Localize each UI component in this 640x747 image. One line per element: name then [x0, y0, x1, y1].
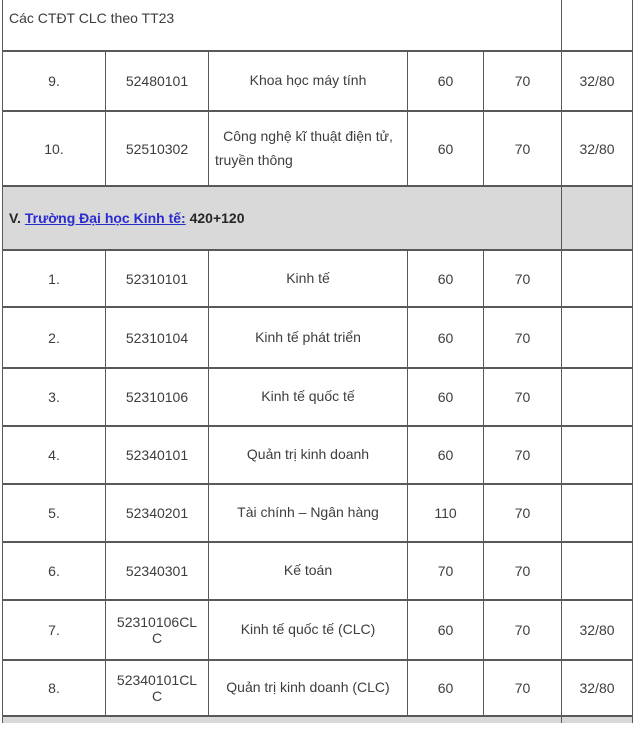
cell-name: Kinh tế quốc tế (CLC)	[208, 599, 408, 661]
table-row: 10. 52510302 Công nghệ kĩ thuật điện tử,…	[2, 110, 634, 187]
cell-name: Kinh tế quốc tế	[208, 367, 408, 427]
cell-name: Quản trị kinh doanh (CLC)	[208, 659, 408, 717]
cell-no: 3.	[2, 367, 106, 427]
cell-no: 5.	[2, 483, 106, 543]
cell-code: 52340301	[105, 541, 209, 601]
cell-code: 52310101	[105, 249, 209, 308]
section-header-cell: V. Trường Đại học Kinh tế: 420+120	[1, 185, 563, 251]
section-number: V.	[9, 210, 21, 226]
cell-quota1: 60	[407, 367, 484, 427]
cell-name: Tài chính – Ngân hàng	[208, 483, 408, 543]
cell-ratio	[561, 541, 634, 601]
cell-code: 52480101	[105, 50, 209, 112]
cell-name: Khoa học máy tính	[208, 50, 408, 112]
section-link[interactable]: Trường Đại học Kinh tế:	[24, 210, 186, 226]
cell-quota1: 60	[407, 249, 484, 308]
table-row: 1. 52310101 Kinh tế 60 70	[2, 249, 634, 308]
cell-quota1: 60	[407, 659, 484, 717]
cell-quota1: 110	[407, 483, 484, 543]
table-row: 7. 52310106CLC Kinh tế quốc tế (CLC) 60 …	[2, 599, 634, 661]
cell-quota2: 70	[482, 249, 563, 308]
partial-section-cell	[1, 715, 563, 723]
section-row-partial	[1, 715, 634, 723]
cell-code: 52310106	[105, 367, 209, 427]
cell-ratio: 32/80	[561, 599, 634, 661]
cell-quota1: 70	[407, 541, 484, 601]
table-row: 4. 52340101 Quản trị kinh doanh 60 70	[2, 425, 634, 485]
table-row: 5. 52340201 Tài chính – Ngân hàng 110 70	[2, 483, 634, 543]
cell-no: 4.	[2, 425, 106, 485]
cell-quota2: 70	[482, 367, 563, 427]
cell-no: 10.	[2, 110, 106, 187]
cell-ratio	[561, 483, 634, 543]
cell-quota2: 70	[482, 541, 563, 601]
cell-no: 9.	[2, 50, 106, 112]
table-row: 2. 52310104 Kinh tế phát triển 60 70	[2, 306, 634, 369]
table-row: 6. 52340301 Kế toán 70 70	[2, 541, 634, 601]
cell-name: Kinh tế	[208, 249, 408, 308]
cell-name: Kế toán	[208, 541, 408, 601]
cell-code: 52310106CLC	[105, 599, 209, 661]
cell-quota1: 60	[407, 50, 484, 112]
cell-ratio	[561, 306, 634, 369]
cell-quota1: 60	[407, 425, 484, 485]
section-total: 420+120	[189, 210, 245, 226]
cell-quota2: 70	[482, 50, 563, 112]
cell-code: 52510302	[105, 110, 209, 187]
section-note-row: Các CTĐT CLC theo TT23	[1, 0, 634, 52]
section-header-row: V. Trường Đại học Kinh tế: 420+120	[1, 185, 634, 251]
partial-empty-cell	[561, 715, 634, 723]
cell-quota1: 60	[407, 110, 484, 187]
section-note-cell: Các CTĐT CLC theo TT23	[1, 0, 563, 52]
cell-no: 1.	[2, 249, 106, 308]
cell-quota2: 70	[482, 306, 563, 369]
cell-code: 52340101	[105, 425, 209, 485]
cell-ratio: 32/80	[561, 50, 634, 112]
cell-no: 2.	[2, 306, 106, 369]
table-row: 8. 52340101CLC Quản trị kinh doanh (CLC)…	[2, 659, 634, 717]
cell-ratio	[561, 367, 634, 427]
cell-no: 7.	[2, 599, 106, 661]
cell-name: Kinh tế phát triển	[208, 306, 408, 369]
cell-quota2: 70	[482, 110, 563, 187]
cell-ratio: 32/80	[561, 659, 634, 717]
table-row: 3. 52310106 Kinh tế quốc tế 60 70	[2, 367, 634, 427]
cell-name: Công nghệ kĩ thuật điện tử, truyền thông	[208, 110, 408, 187]
cell-ratio	[561, 249, 634, 308]
cell-name: Quản trị kinh doanh	[208, 425, 408, 485]
cell-no: 6.	[2, 541, 106, 601]
cell-quota2: 70	[482, 483, 563, 543]
cell-quota1: 60	[407, 599, 484, 661]
cell-quota1: 60	[407, 306, 484, 369]
cell-ratio	[561, 425, 634, 485]
cell-ratio: 32/80	[561, 110, 634, 187]
cell-quota2: 70	[482, 599, 563, 661]
cell-no: 8.	[2, 659, 106, 717]
cell-code: 52310104	[105, 306, 209, 369]
cell-code: 52340201	[105, 483, 209, 543]
admissions-table: Các CTĐT CLC theo TT23 9. 52480101 Khoa …	[1, 0, 634, 723]
cell-quota2: 70	[482, 659, 563, 717]
empty-cell	[561, 185, 634, 251]
cell-quota2: 70	[482, 425, 563, 485]
empty-cell	[561, 0, 634, 52]
table-row: 9. 52480101 Khoa học máy tính 60 70 32/8…	[2, 50, 634, 112]
cell-code: 52340101CLC	[105, 659, 209, 717]
